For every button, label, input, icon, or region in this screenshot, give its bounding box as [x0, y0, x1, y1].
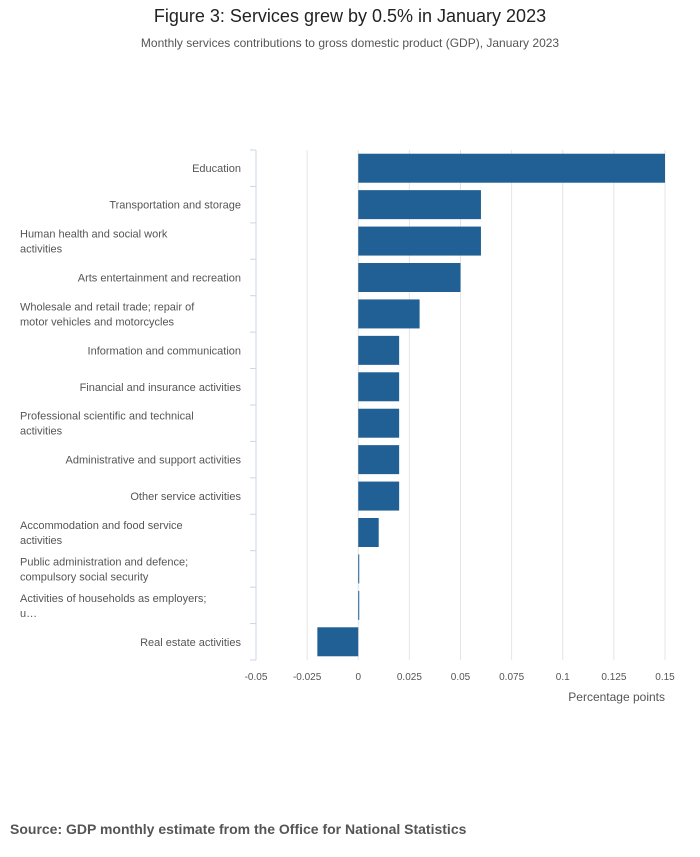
bar: [358, 518, 379, 547]
x-tick-label: -0.05: [245, 672, 268, 683]
bar: [358, 590, 360, 620]
category-label: Education: [192, 163, 241, 175]
bar: [358, 372, 400, 402]
bar: [358, 190, 481, 220]
bar: [358, 554, 360, 584]
chart-subtitle: Monthly services contributions to gross …: [140, 36, 560, 50]
chart-title: Figure 3: Services grew by 0.5% in Janua…: [153, 6, 547, 26]
bar: [358, 153, 665, 183]
bar: [358, 226, 481, 256]
bar: [358, 335, 400, 365]
category-label: Other service activities: [130, 491, 241, 503]
bar: [358, 445, 400, 475]
category-label: Activities of households as employers; u…: [20, 593, 206, 620]
x-tick-label: -0.025: [293, 672, 322, 683]
category-label: Wholesale and retail trade; repair of mot…: [20, 301, 195, 328]
category-label: Arts entertainment and recreation: [78, 273, 241, 285]
bar: [317, 627, 359, 657]
x-axis-title: Percentage points: [568, 690, 665, 704]
category-label: Professional scientific and technical act…: [20, 411, 194, 438]
x-tick-label: 0.15: [655, 672, 675, 683]
category-label: Information and communication: [88, 345, 241, 357]
bar: [358, 408, 400, 438]
x-tick-label: 0.075: [499, 672, 524, 683]
bar: [358, 263, 461, 292]
category-label: Financial and insurance activities: [80, 382, 242, 394]
bar-chart: -0.05 -0.025 0 0.025 0.05 0.075 0.1 0.125 0.15 Ed…: [20, 149, 675, 704]
x-tick-label: 0.1: [556, 672, 570, 683]
source-note: Source: GDP monthly estimate from the Of…: [10, 821, 467, 837]
x-tick-label: 0.125: [601, 672, 626, 683]
x-tick-label: 0.05: [451, 672, 471, 683]
category-label: Administrative and support activities: [66, 455, 242, 467]
category-label: Accommodation and food service activities: [20, 520, 183, 547]
category-label: Public administration and defence; compul…: [20, 556, 188, 583]
bar: [358, 481, 400, 511]
bar: [358, 299, 420, 329]
category-label: Human health and social work activities: [20, 229, 168, 256]
category-label: Real estate activities: [140, 637, 241, 649]
x-tick-label: 0: [355, 672, 361, 683]
category-label: Transportation and storage: [109, 200, 241, 212]
x-tick-label: 0.025: [397, 672, 422, 683]
